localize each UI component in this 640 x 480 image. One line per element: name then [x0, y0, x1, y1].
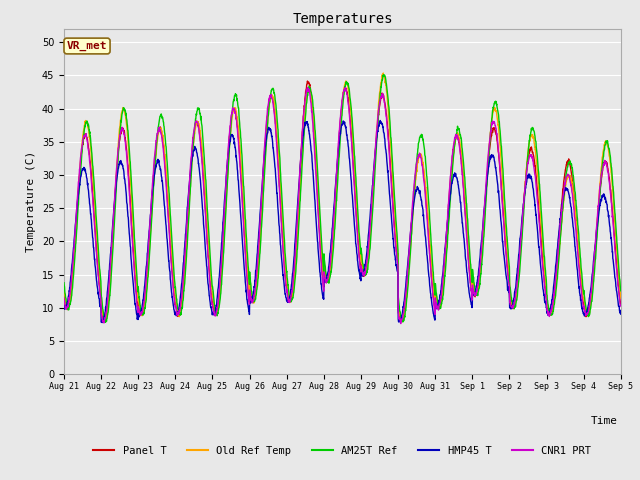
Title: Temperatures: Temperatures: [292, 12, 393, 26]
Y-axis label: Temperature (C): Temperature (C): [26, 151, 36, 252]
X-axis label: Time: Time: [591, 416, 618, 426]
Legend: Panel T, Old Ref Temp, AM25T Ref, HMP45 T, CNR1 PRT: Panel T, Old Ref Temp, AM25T Ref, HMP45 …: [89, 442, 596, 460]
Text: VR_met: VR_met: [67, 41, 108, 51]
